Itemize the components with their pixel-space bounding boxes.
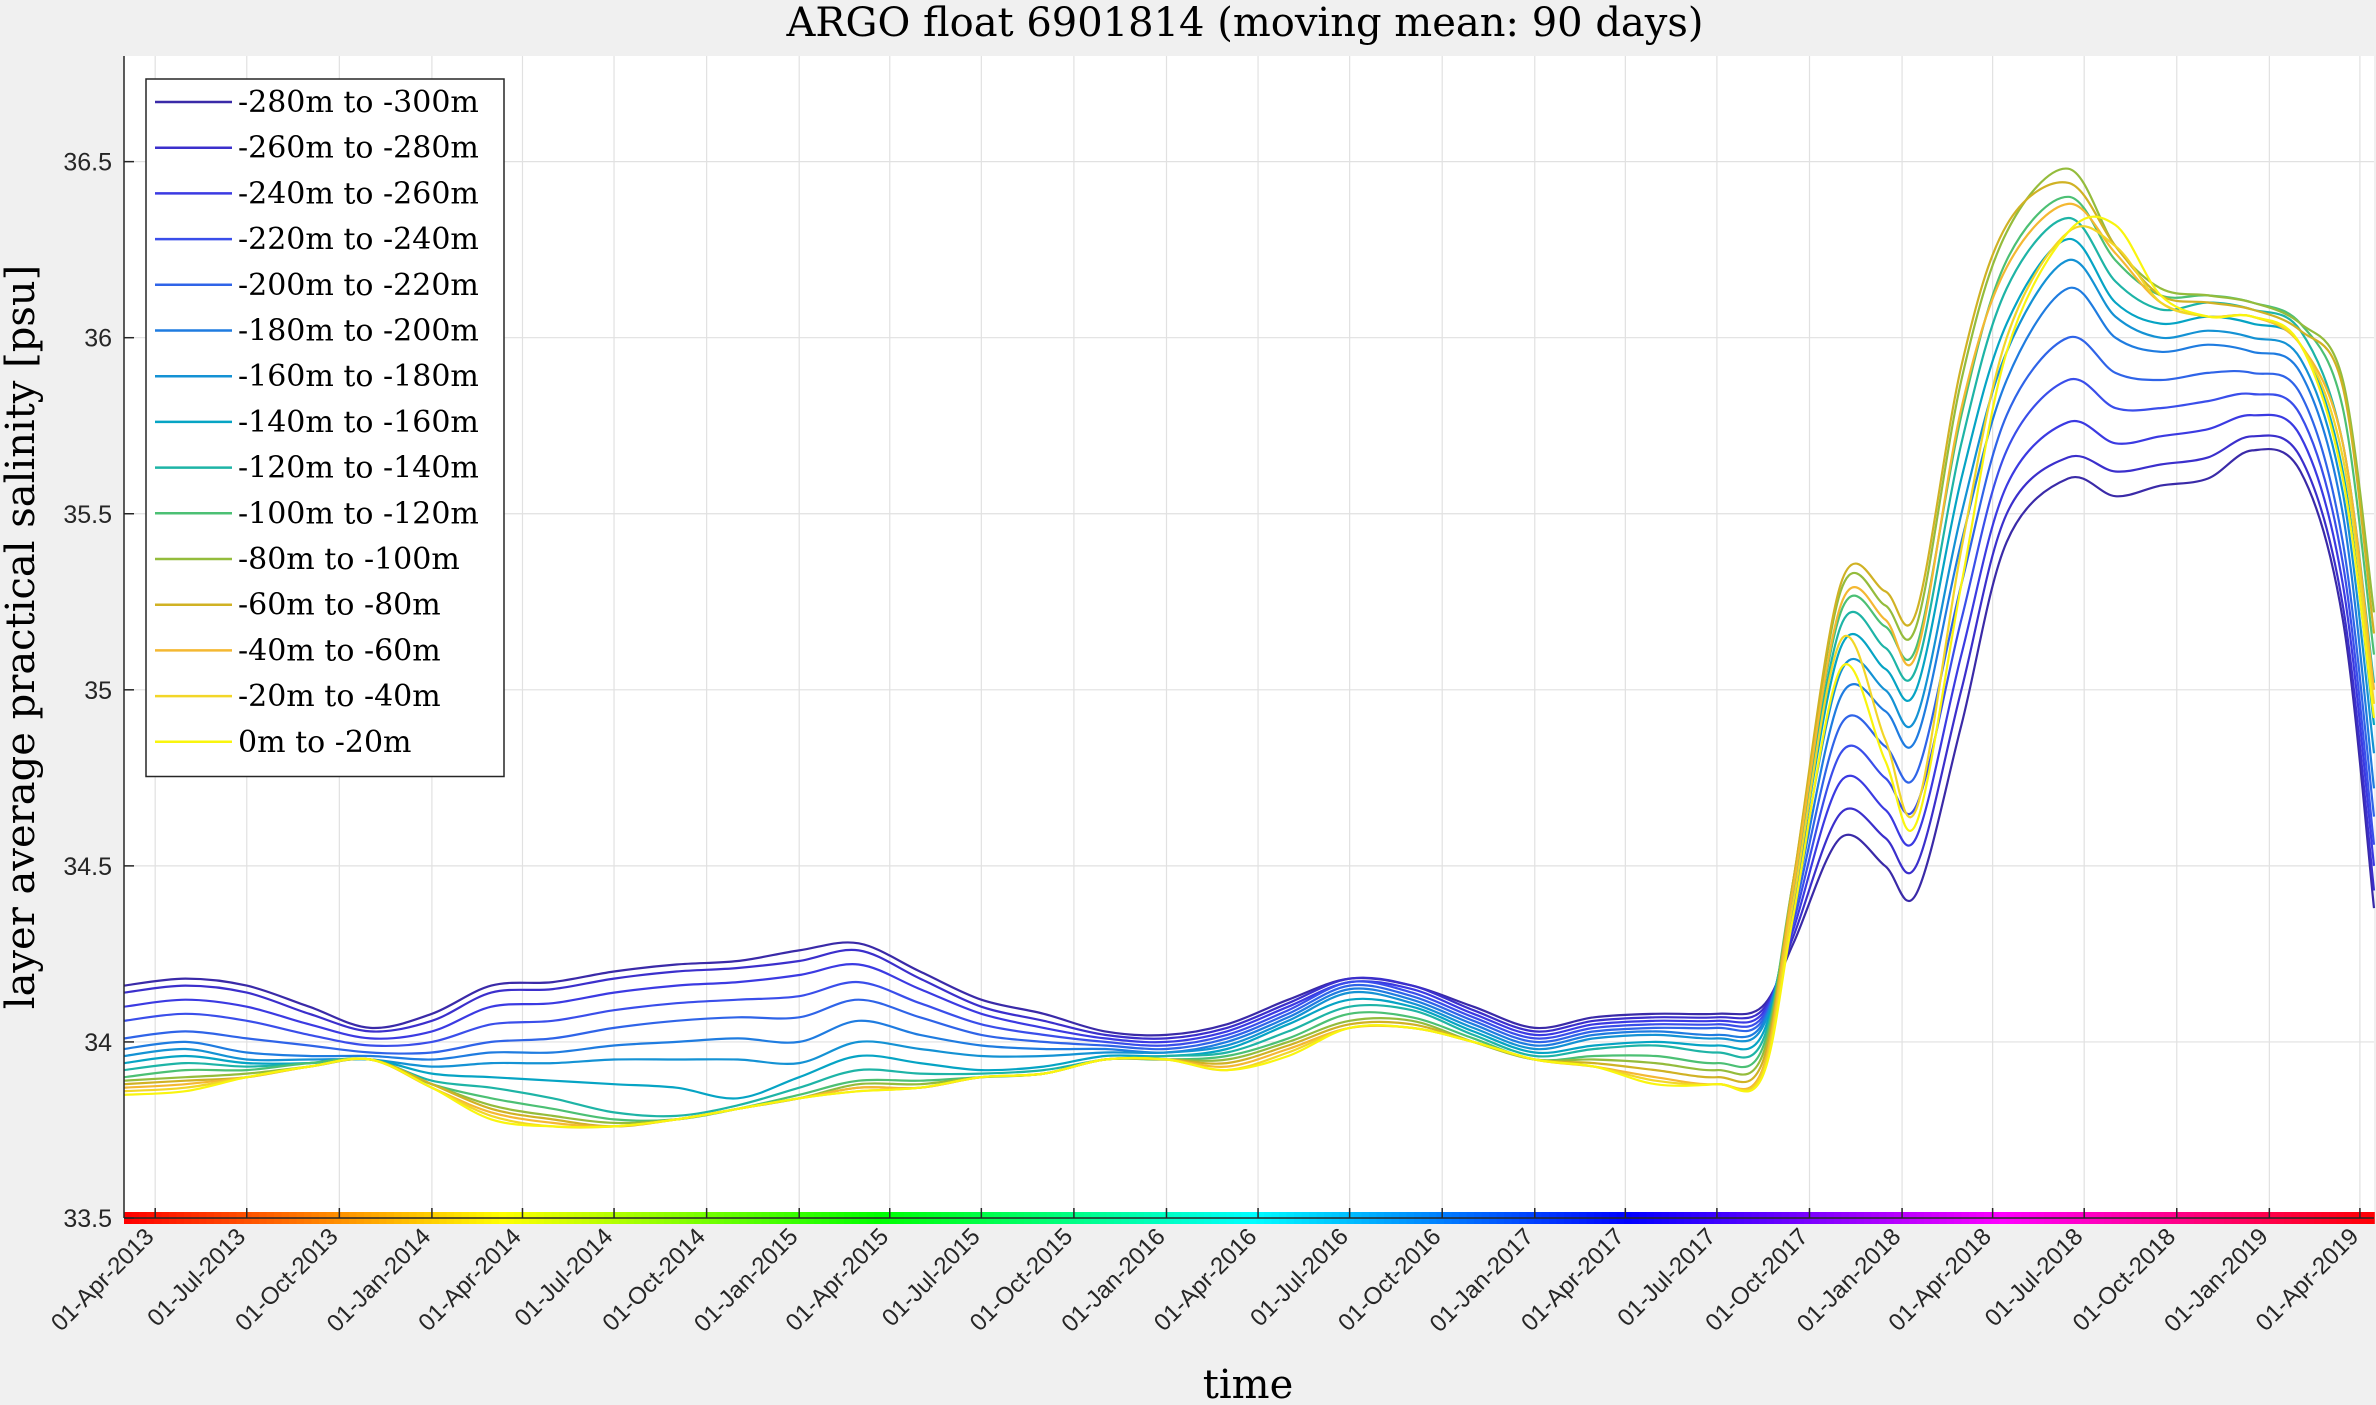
y-tick-label: 34 — [84, 1029, 112, 1057]
series-line-5 — [123, 286, 2376, 1061]
x-axis-label: time — [1203, 1362, 1293, 1405]
y-tick-label: 34.5 — [63, 853, 112, 881]
y-tick-label: 36.5 — [63, 149, 112, 177]
series-lines — [123, 167, 2376, 1129]
legend-label: -80m to -100m — [238, 542, 460, 577]
legend-label: 0m to -20m — [238, 725, 411, 760]
legend-label: -120m to -140m — [238, 451, 479, 486]
series-line-7 — [123, 237, 2376, 1100]
legend-label: -20m to -40m — [238, 679, 441, 714]
legend: -280m to -300m -260m to -280m -240m to -26… — [145, 78, 505, 778]
y-axis-ticks: 33.5 34 34.5 35 35.5 36 36.5 — [63, 149, 134, 1233]
legend-box — [145, 78, 505, 778]
y-tick-label: 35 — [84, 677, 112, 705]
legend-label: -280m to -300m — [238, 85, 479, 120]
series-line-1 — [123, 434, 2376, 1040]
y-tick-label: 35.5 — [63, 501, 112, 529]
y-axis-label: layer average practical salinity [psu] — [0, 265, 44, 1009]
legend-label: -200m to -220m — [238, 268, 479, 303]
series-line-0 — [123, 447, 2376, 1037]
series-line-3 — [123, 377, 2376, 1048]
legend-label: -60m to -80m — [238, 588, 441, 623]
legend-label: -100m to -120m — [238, 496, 479, 531]
legend-label: -260m to -280m — [238, 131, 479, 166]
series-line-14 — [123, 215, 2376, 1129]
y-tick-label: 33.5 — [63, 1205, 112, 1233]
legend-label: -160m to -180m — [238, 359, 479, 394]
legend-label: -140m to -160m — [238, 405, 479, 440]
series-line-6 — [123, 258, 2376, 1068]
legend-label: -220m to -240m — [238, 222, 479, 257]
series-line-4 — [123, 335, 2376, 1055]
legend-label: -240m to -260m — [238, 176, 479, 211]
legend-label: -40m to -60m — [238, 633, 441, 668]
chart-title: ARGO float 6901814 (moving mean: 90 days… — [785, 0, 1703, 46]
y-tick-label: 36 — [84, 325, 112, 353]
series-line-2 — [123, 413, 2376, 1044]
series-line-8 — [123, 216, 2376, 1118]
legend-label: -180m to -200m — [238, 314, 479, 349]
